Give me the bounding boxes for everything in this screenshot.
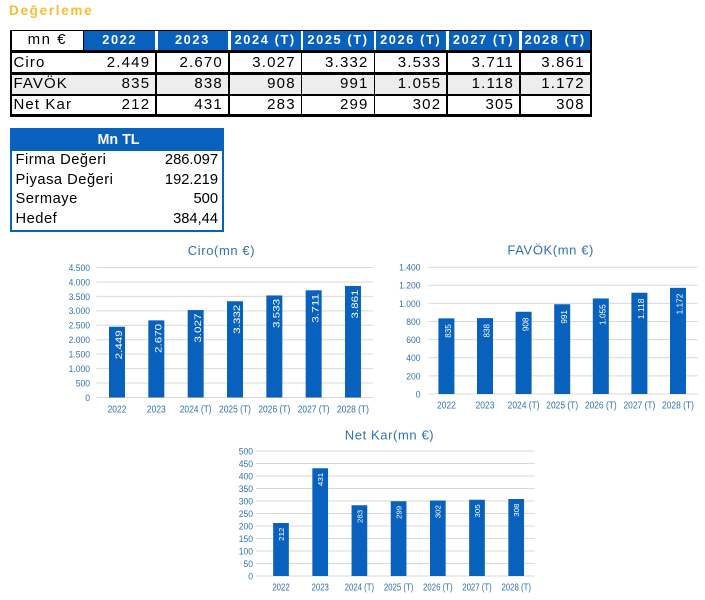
svg-text:2028 (T): 2028 (T) <box>662 400 694 411</box>
svg-text:2023: 2023 <box>147 405 166 416</box>
svg-text:1.200: 1.200 <box>399 281 420 292</box>
svg-text:838: 838 <box>482 324 492 338</box>
svg-text:3.861: 3.861 <box>350 289 361 318</box>
svg-text:2022: 2022 <box>108 405 127 416</box>
svg-text:1.055: 1.055 <box>598 304 608 325</box>
svg-text:400: 400 <box>406 353 420 364</box>
svg-text:431: 431 <box>316 473 325 486</box>
svg-text:200: 200 <box>406 371 420 382</box>
svg-text:3.711: 3.711 <box>311 294 322 323</box>
svg-text:1.400: 1.400 <box>399 263 420 274</box>
svg-text:2026 (T): 2026 (T) <box>585 400 617 411</box>
svg-text:2.449: 2.449 <box>114 330 125 359</box>
svg-text:50: 50 <box>244 559 254 570</box>
svg-text:150: 150 <box>239 534 253 545</box>
svg-text:2024 (T): 2024 (T) <box>345 583 375 594</box>
svg-text:3.533: 3.533 <box>271 299 282 328</box>
svg-text:Ciro(mn €): Ciro(mn €) <box>188 243 255 258</box>
svg-text:2025 (T): 2025 (T) <box>219 405 251 416</box>
svg-text:2.500: 2.500 <box>69 321 90 332</box>
svg-text:600: 600 <box>406 335 420 346</box>
svg-text:2023: 2023 <box>476 400 495 411</box>
svg-text:500: 500 <box>76 378 90 389</box>
svg-text:299: 299 <box>395 506 404 519</box>
svg-text:4.500: 4.500 <box>69 263 90 274</box>
svg-text:308: 308 <box>512 504 521 517</box>
svg-text:2026 (T): 2026 (T) <box>423 583 453 594</box>
svg-text:1.172: 1.172 <box>675 293 685 314</box>
svg-text:500: 500 <box>239 446 253 457</box>
svg-text:1.000: 1.000 <box>399 299 420 310</box>
svg-text:908: 908 <box>520 317 530 331</box>
svg-text:2.000: 2.000 <box>69 335 90 346</box>
svg-text:400: 400 <box>239 471 253 482</box>
svg-text:FAVÖK(mn €): FAVÖK(mn €) <box>507 243 594 258</box>
svg-text:Net Kar(mn €): Net Kar(mn €) <box>345 428 434 443</box>
svg-text:450: 450 <box>239 459 253 470</box>
svg-text:250: 250 <box>239 509 253 520</box>
svg-text:2022: 2022 <box>437 400 456 411</box>
svg-text:212: 212 <box>277 528 286 541</box>
svg-text:3.000: 3.000 <box>69 306 90 317</box>
svg-text:2028 (T): 2028 (T) <box>337 405 369 416</box>
svg-text:2027 (T): 2027 (T) <box>462 583 492 594</box>
svg-text:2023: 2023 <box>312 583 330 594</box>
svg-text:305: 305 <box>473 504 482 517</box>
svg-text:2.670: 2.670 <box>153 324 164 353</box>
svg-text:2028 (T): 2028 (T) <box>501 583 531 594</box>
svg-text:3.500: 3.500 <box>69 292 90 303</box>
svg-text:1.118: 1.118 <box>636 298 646 319</box>
svg-text:3.332: 3.332 <box>232 305 243 334</box>
svg-text:0: 0 <box>248 571 253 582</box>
svg-text:200: 200 <box>239 521 253 532</box>
svg-text:2025 (T): 2025 (T) <box>384 583 414 594</box>
svg-text:350: 350 <box>239 484 253 495</box>
svg-text:300: 300 <box>239 496 253 507</box>
svg-text:2022: 2022 <box>272 583 290 594</box>
svg-text:0: 0 <box>85 393 90 404</box>
svg-text:283: 283 <box>355 510 364 523</box>
svg-text:2027 (T): 2027 (T) <box>623 400 655 411</box>
svg-text:100: 100 <box>239 546 253 557</box>
svg-text:302: 302 <box>434 505 443 518</box>
svg-text:835: 835 <box>443 324 453 338</box>
svg-text:1.500: 1.500 <box>69 350 90 361</box>
svg-text:2026 (T): 2026 (T) <box>258 405 290 416</box>
svg-text:4.000: 4.000 <box>69 277 90 288</box>
svg-text:800: 800 <box>406 317 420 328</box>
svg-text:2025 (T): 2025 (T) <box>546 400 578 411</box>
svg-text:2024 (T): 2024 (T) <box>508 400 540 411</box>
svg-text:0: 0 <box>416 389 421 400</box>
svg-text:991: 991 <box>559 310 569 324</box>
svg-text:2024 (T): 2024 (T) <box>180 405 212 416</box>
svg-text:3.027: 3.027 <box>193 314 204 343</box>
svg-text:1.000: 1.000 <box>69 364 90 375</box>
svg-text:2027 (T): 2027 (T) <box>298 405 330 416</box>
